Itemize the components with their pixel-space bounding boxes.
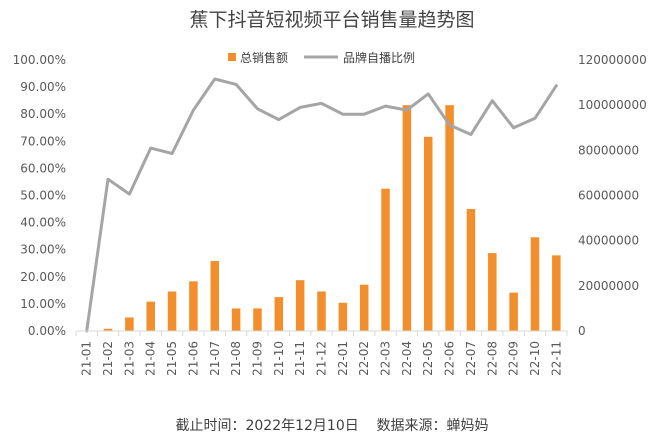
bar bbox=[125, 317, 134, 331]
bar bbox=[146, 301, 155, 331]
line-point bbox=[106, 178, 110, 181]
x-tick-label: 22-07 bbox=[464, 341, 478, 376]
x-tick-label: 21-02 bbox=[101, 341, 115, 376]
left-tick-label: 70.00% bbox=[20, 134, 66, 148]
right-tick-label: 60000000 bbox=[578, 189, 639, 203]
line-point bbox=[427, 92, 430, 96]
x-tick-label: 22-03 bbox=[379, 341, 393, 376]
left-tick-label: 100.00% bbox=[13, 53, 66, 67]
line-point bbox=[128, 192, 131, 196]
line-point bbox=[170, 152, 174, 155]
right-tick-label: 20000000 bbox=[578, 279, 639, 293]
bar bbox=[488, 253, 497, 331]
bar bbox=[552, 255, 561, 331]
line-point bbox=[491, 99, 494, 102]
legend-bar-label: 总销售额 bbox=[240, 50, 288, 65]
bar bbox=[466, 209, 476, 331]
line-point bbox=[362, 113, 366, 116]
left-axis: 0.00% 10.00% 20.00% 30.00% 40.00% 50.00% 60.00… bbox=[13, 53, 66, 338]
x-tick-label: 21-01 bbox=[80, 341, 94, 376]
left-tick-label: 40.00% bbox=[20, 216, 66, 230]
bar bbox=[167, 291, 177, 331]
right-tick-label: 100000000 bbox=[578, 98, 647, 112]
line-point bbox=[320, 102, 323, 105]
left-tick-label: 20.00% bbox=[20, 270, 66, 284]
line-point bbox=[555, 84, 558, 87]
line-point bbox=[149, 146, 152, 150]
x-tick-label: 21-05 bbox=[165, 341, 179, 376]
x-tick-label: 22-01 bbox=[336, 341, 350, 376]
legend: 总销售额 品牌自播比例 bbox=[228, 50, 415, 65]
line-point bbox=[341, 113, 345, 116]
bar bbox=[103, 328, 113, 331]
line-series bbox=[85, 77, 558, 333]
right-tick-label: 120000000 bbox=[578, 53, 647, 67]
bar bbox=[274, 297, 284, 331]
x-tick-label: 22-04 bbox=[400, 341, 414, 376]
left-tick-label: 50.00% bbox=[20, 189, 66, 203]
x-tick-label: 22-08 bbox=[485, 341, 499, 376]
bar bbox=[402, 105, 412, 332]
line-point bbox=[512, 126, 515, 129]
left-tick-label: 10.00% bbox=[20, 297, 66, 311]
right-axis: 0 20000000 40000000 60000000 80000000 1000000… bbox=[578, 53, 647, 338]
x-tick-label: 21-07 bbox=[208, 341, 222, 376]
line-point bbox=[405, 108, 409, 112]
bar-series bbox=[103, 105, 561, 332]
x-tick-label: 21-03 bbox=[122, 341, 136, 376]
bar bbox=[295, 280, 305, 331]
bar bbox=[423, 136, 433, 331]
x-tick-label: 21-06 bbox=[186, 341, 200, 376]
bar bbox=[231, 308, 241, 331]
line-point bbox=[469, 133, 473, 136]
chart-title: 蕉下抖音短视频平台销售量趋势图 bbox=[189, 9, 474, 31]
bar bbox=[338, 302, 348, 331]
x-tick-label: 21-08 bbox=[229, 341, 243, 376]
x-tick-label: 21-09 bbox=[250, 341, 264, 376]
x-tick-label: 22-02 bbox=[357, 341, 371, 376]
x-tick-label: 21-12 bbox=[315, 341, 329, 376]
x-tick-label: 22-05 bbox=[421, 341, 435, 376]
line-point bbox=[234, 83, 238, 86]
left-tick-label: 60.00% bbox=[20, 161, 66, 175]
bar bbox=[253, 308, 262, 331]
line-point bbox=[533, 117, 537, 120]
legend-bar-swatch bbox=[228, 53, 236, 61]
bar bbox=[530, 237, 540, 331]
x-tick-label: 21-10 bbox=[272, 341, 286, 376]
bar bbox=[317, 291, 326, 331]
bar bbox=[189, 281, 198, 331]
left-tick-label: 80.00% bbox=[20, 107, 66, 121]
line-point bbox=[256, 107, 259, 110]
x-axis: 21-01 21-02 21-03 21-04 21-05 21-06 21-07 21-08… bbox=[75, 331, 568, 376]
x-tick-label: 22-09 bbox=[507, 341, 521, 376]
line-point bbox=[384, 104, 387, 108]
left-tick-label: 90.00% bbox=[20, 80, 66, 94]
line-point bbox=[298, 106, 302, 109]
left-tick-label: 0.00% bbox=[28, 324, 66, 338]
x-tick-label: 21-11 bbox=[293, 341, 307, 376]
line-point bbox=[192, 108, 195, 112]
left-tick-label: 30.00% bbox=[20, 243, 66, 257]
line-point bbox=[213, 77, 216, 81]
right-tick-label: 40000000 bbox=[578, 234, 639, 248]
footer-note: 截止时间：2022年12月10日 数据来源：蝉妈妈 bbox=[175, 418, 488, 434]
bar bbox=[445, 105, 454, 332]
right-tick-label: 0 bbox=[578, 324, 586, 338]
x-tick-label: 22-10 bbox=[528, 341, 542, 376]
legend-line-label: 品牌自播比例 bbox=[343, 51, 415, 65]
line-point bbox=[448, 123, 451, 127]
x-tick-label: 21-04 bbox=[144, 341, 158, 376]
bar bbox=[509, 292, 518, 331]
x-tick-label: 22-11 bbox=[549, 341, 563, 376]
right-tick-label: 80000000 bbox=[578, 143, 639, 157]
x-tick-label: 22-06 bbox=[443, 341, 457, 376]
bar bbox=[381, 188, 390, 331]
bar bbox=[210, 260, 220, 331]
line-point bbox=[277, 118, 281, 121]
bar bbox=[359, 284, 369, 331]
